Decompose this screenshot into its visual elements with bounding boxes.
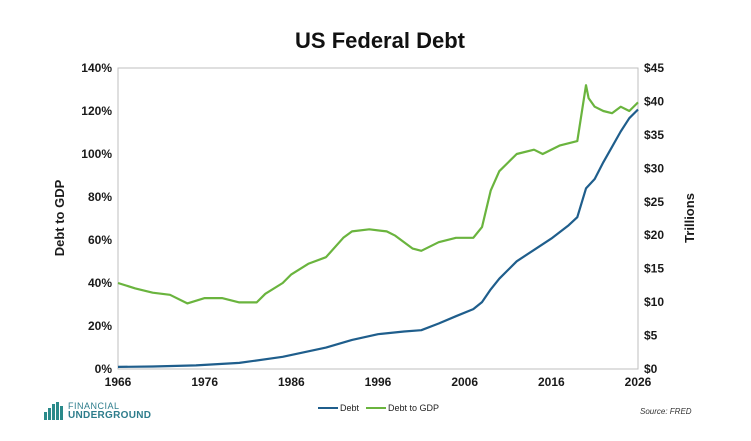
right-tick-label: $20 (644, 228, 664, 242)
series-layer (117, 84, 639, 368)
right-axis-title: Trillions (682, 193, 697, 243)
x-tick-label: 1996 (365, 375, 392, 389)
right-tick-label: $5 (644, 329, 658, 343)
x-tick-label: 2026 (625, 375, 652, 389)
left-tick-label: 0% (95, 362, 113, 376)
x-tick-label: 2016 (538, 375, 565, 389)
debt-to-gdp-series-line (117, 84, 639, 305)
left-tick-label: 120% (81, 104, 112, 118)
right-tick-label: $30 (644, 161, 664, 175)
right-tick-label: $45 (644, 61, 664, 75)
left-axis-title: Debt to GDP (52, 179, 67, 256)
left-tick-label: 100% (81, 147, 112, 161)
left-tick-label: 140% (81, 61, 112, 75)
left-axis: 0% 20% 40% 60% 80% 100% 120% 140% (81, 61, 112, 376)
legend: Debt Debt to GDP (318, 403, 439, 413)
financial-underground-logo: FINANCIAL UNDERGROUND (44, 400, 151, 422)
x-tick-label: 1986 (278, 375, 305, 389)
x-tick-label: 1966 (105, 375, 132, 389)
x-tick-label: 1976 (191, 375, 218, 389)
right-tick-label: $10 (644, 295, 664, 309)
logo-bars-icon (44, 402, 64, 420)
source-note: Source: FRED (640, 407, 692, 416)
right-axis: $0 $5 $10 $15 $20 $25 $30 $35 $40 $45 (644, 61, 664, 376)
right-tick-label: $35 (644, 128, 664, 142)
right-tick-label: $0 (644, 362, 658, 376)
logo-line2: UNDERGROUND (68, 410, 152, 421)
legend-debt-to-gdp-label: Debt to GDP (388, 403, 439, 413)
right-tick-label: $40 (644, 94, 664, 108)
x-axis: 1966 1976 1986 1996 2006 2016 2026 (105, 375, 652, 389)
debt-series-line (117, 108, 639, 368)
left-tick-label: 80% (88, 190, 112, 204)
plot-area (117, 67, 639, 370)
left-tick-label: 40% (88, 276, 112, 290)
left-tick-label: 60% (88, 233, 112, 247)
x-tick-label: 2006 (451, 375, 478, 389)
chart-title: US Federal Debt (295, 28, 466, 53)
left-tick-label: 20% (88, 319, 112, 333)
right-tick-label: $25 (644, 195, 664, 209)
legend-debt-label: Debt (340, 403, 360, 413)
right-tick-label: $15 (644, 262, 664, 276)
logo-line1: FINANCIAL (68, 401, 120, 411)
